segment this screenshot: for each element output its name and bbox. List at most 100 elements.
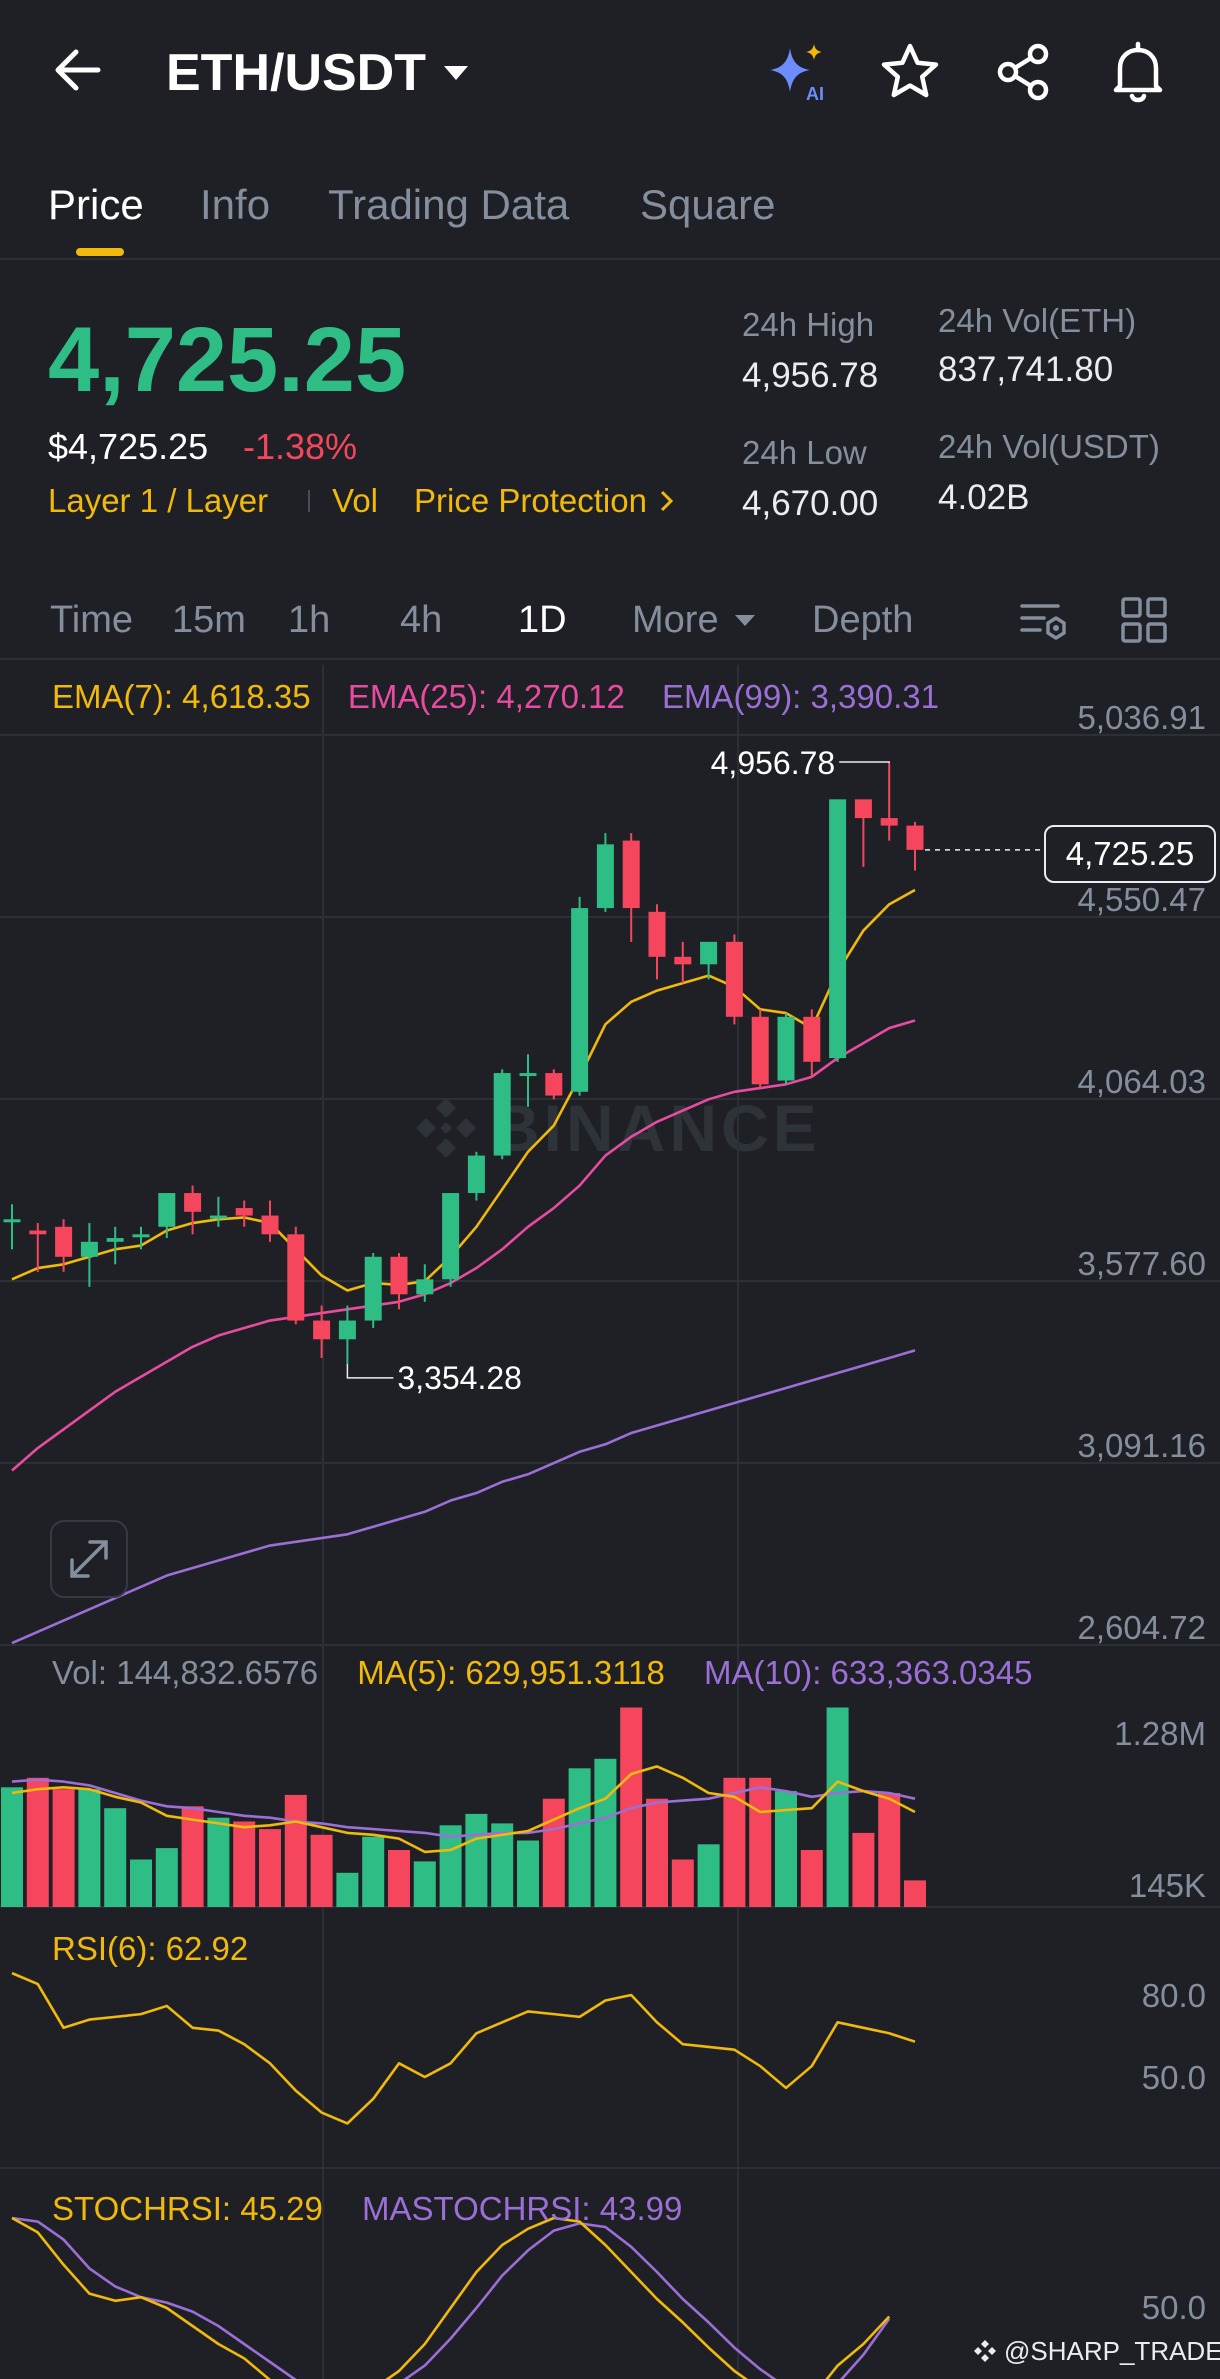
candle-body [287,1234,305,1321]
volume-bar [491,1823,514,1907]
volume-bar [104,1808,127,1907]
tag-category[interactable]: Layer 1 / Layer [48,482,269,519]
candle-body [880,818,898,826]
tab-info[interactable]: Info [200,181,271,228]
interval-1d[interactable]: 1D [518,599,567,641]
candle-body [700,941,718,965]
ai-sparkle-icon[interactable]: AI [766,40,830,104]
tab-bar: Price Info Trading Data Square [0,160,1220,260]
back-arrow-icon[interactable] [48,40,108,100]
interval-time[interactable]: Time [50,599,134,641]
volume-bar [310,1834,333,1907]
interval-4h[interactable]: 4h [400,599,443,641]
candle-body [571,908,589,1092]
vol-ma5-line [11,1765,916,1854]
candle-body [261,1215,279,1235]
volume-bar [284,1794,307,1907]
candle-body [777,1016,795,1081]
candle-body [803,1016,821,1062]
bell-icon[interactable] [1106,40,1170,104]
candle-body [906,825,924,850]
volume-bar [904,1880,926,1907]
vol-label: Vol: 144,832.6576 [52,1654,319,1691]
ema25-line [11,1019,916,1472]
binance-logo-icon [974,2340,996,2362]
candle-body [442,1193,460,1280]
layout-grid-icon[interactable] [1118,594,1170,646]
volume-bar [697,1844,720,1907]
candle-body [55,1226,73,1257]
dropdown-caret-icon [444,66,468,80]
ema25-label: EMA(25): 4,270.12 [347,678,625,715]
volume-bar [1,1787,23,1907]
volume-bar [671,1859,694,1907]
candle-body [829,799,847,1059]
volume-bar [155,1848,178,1907]
volume-bar [439,1825,462,1907]
watermark-text: BINANCE [492,1091,821,1165]
interval-depth[interactable]: Depth [812,599,914,641]
interval-1h[interactable]: 1h [288,599,331,641]
candle-body [493,1073,511,1156]
low-24h-value: 4,670.00 [742,484,879,523]
tab-price[interactable]: Price [48,181,144,228]
volume-axis-label: 145K [1128,1867,1206,1904]
rsi-label: RSI(6): 62.92 [52,1930,249,1967]
stoch-lines-clipped [11,2216,891,2379]
candle-body [596,844,614,909]
volume-bar [594,1758,617,1907]
rsi-line [11,1971,916,2125]
star-icon[interactable] [878,40,942,104]
watermark: BINANCE [410,1090,821,1166]
indicator-settings-icon[interactable] [1018,594,1070,646]
volume-bar [800,1850,823,1907]
volume-bar [207,1817,230,1907]
volume-bars [1,1707,926,1907]
chart-grid [0,665,1220,2379]
tag-vol[interactable]: Vol [332,482,378,519]
candle-body [3,1219,21,1223]
price-axis-label: 5,036.91 [1077,699,1206,736]
high-24h-label: 24h High [742,306,875,343]
candle-body [674,956,692,965]
vol-eth-label: 24h Vol(ETH) [938,302,1137,339]
last-price: 4,725.25 [48,309,407,411]
ema99-label: EMA(99): 3,390.31 [661,678,939,715]
binance-logo-icon [416,1098,476,1158]
rsi-lines [11,1971,916,2125]
tag-row: Layer 1 / Layer Vol Price Protection [48,478,677,524]
vol-usdt-label: 24h Vol(USDT) [938,428,1160,465]
pair-label: ETH/USDT [166,44,426,102]
candle-body [132,1234,150,1238]
expand-chart-button[interactable] [50,1520,128,1598]
volume-bar [517,1840,539,1907]
price-axis-label: 3,577.60 [1077,1245,1206,1282]
price-change-percent: -1.38% [243,426,358,467]
candle-body [725,941,743,1017]
candle-body [209,1215,227,1219]
tab-trading-data[interactable]: Trading Data [328,181,570,228]
stochrsi-axis-label: 50.0 [1141,2289,1206,2326]
rsi-axis-label: 50.0 [1141,2059,1206,2096]
vol-usdt-value: 4.02B [938,478,1030,517]
candle-body [313,1320,331,1340]
vol-ma10-line [11,1778,916,1838]
interval-15m[interactable]: 15m [172,599,246,641]
candle-body [854,799,872,819]
candle-body [648,911,666,957]
candle-body [80,1241,98,1257]
interval-more-label: More [632,599,719,641]
candle-body [106,1238,124,1242]
pair-selector[interactable]: ETH/USDT [166,38,470,108]
candle-body [29,1230,47,1235]
volume-ma-lines [11,1765,916,1854]
share-icon[interactable] [992,40,1056,104]
candle-body [545,1073,563,1096]
tab-square[interactable]: Square [640,181,776,228]
tag-price-protection[interactable]: Price Protection [414,482,647,519]
volume-bar [52,1789,75,1907]
ma5-label: MA(5): 629,951.3118 [357,1654,665,1691]
interval-more[interactable]: More [632,592,757,648]
low-marker-label: 3,354.28 [397,1360,522,1396]
